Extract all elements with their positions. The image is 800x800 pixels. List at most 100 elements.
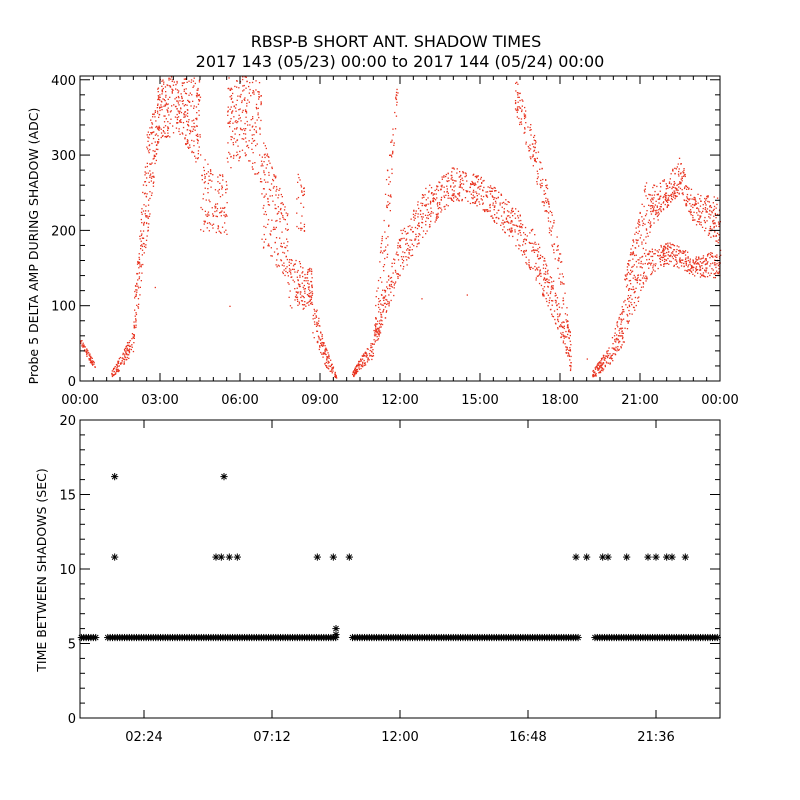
data-point xyxy=(715,217,717,219)
data-point xyxy=(650,205,653,207)
data-point xyxy=(124,355,126,357)
data-point xyxy=(648,204,650,206)
data-point xyxy=(441,176,443,178)
data-point xyxy=(227,110,229,112)
data-point xyxy=(630,248,632,250)
data-point xyxy=(165,96,167,98)
data-point xyxy=(207,211,210,213)
data-point xyxy=(535,161,537,163)
data-point xyxy=(547,281,549,284)
data-point xyxy=(712,256,714,258)
data-point xyxy=(563,325,565,327)
data-point xyxy=(193,151,195,154)
data-point xyxy=(668,263,670,265)
data-point xyxy=(308,304,310,306)
data-point xyxy=(193,145,195,147)
data-point xyxy=(313,337,315,339)
data-point xyxy=(304,290,306,292)
data-point xyxy=(111,370,113,372)
data-point xyxy=(254,162,256,164)
data-point xyxy=(664,194,666,196)
data-point xyxy=(267,223,269,225)
data-point xyxy=(544,210,546,212)
data-point xyxy=(646,197,649,200)
data-point xyxy=(661,259,664,261)
data-point xyxy=(685,185,688,188)
data-point xyxy=(443,206,445,208)
data-point xyxy=(664,203,666,206)
data-point xyxy=(252,92,254,94)
data-point xyxy=(144,192,146,194)
data-point xyxy=(407,256,409,258)
data-point xyxy=(268,188,271,190)
data-point xyxy=(609,353,611,355)
data-point xyxy=(701,267,704,269)
data-point xyxy=(336,377,338,379)
data-point xyxy=(632,288,634,291)
data-point xyxy=(268,160,270,162)
data-point xyxy=(324,345,326,347)
data-point xyxy=(253,134,255,136)
data-point xyxy=(179,133,181,135)
data-point xyxy=(185,143,187,145)
data-point xyxy=(157,95,159,97)
data-point xyxy=(716,232,719,234)
data-point xyxy=(548,202,550,204)
data-point xyxy=(639,257,641,259)
data-point xyxy=(410,218,412,220)
data-point xyxy=(532,155,534,157)
data-point xyxy=(149,127,151,129)
data-point xyxy=(424,214,427,216)
data-point xyxy=(276,188,278,190)
data-point xyxy=(500,224,502,226)
data-point xyxy=(371,350,373,352)
data-point xyxy=(643,272,645,275)
data-point xyxy=(270,234,272,236)
data-point xyxy=(201,174,203,177)
data-point xyxy=(354,372,356,375)
data-point xyxy=(659,257,661,260)
data-point xyxy=(387,194,390,197)
data-point xyxy=(288,283,290,285)
data-point xyxy=(160,100,163,102)
data-point xyxy=(153,113,155,116)
data-point xyxy=(375,323,377,325)
data-point xyxy=(692,267,694,269)
data-point xyxy=(599,365,601,368)
data-point xyxy=(387,303,389,305)
data-point xyxy=(257,107,259,109)
data-point xyxy=(421,226,423,229)
data-point xyxy=(365,356,368,358)
data-point xyxy=(184,137,186,139)
data-point xyxy=(286,229,288,231)
data-point xyxy=(689,198,691,200)
data-point xyxy=(459,176,461,178)
data-point xyxy=(233,116,235,118)
data-point xyxy=(618,349,620,351)
data-point xyxy=(718,268,720,270)
data-point xyxy=(230,118,232,120)
data-point xyxy=(393,294,395,297)
data-point xyxy=(225,192,227,194)
data-point xyxy=(634,309,636,311)
data-point xyxy=(331,363,333,365)
data-point xyxy=(316,324,319,326)
data-point xyxy=(673,186,675,188)
data-point xyxy=(141,222,143,224)
data-point xyxy=(678,267,680,269)
data-point xyxy=(626,269,629,271)
data-point xyxy=(330,364,332,367)
data-point xyxy=(294,271,296,273)
data-point xyxy=(548,279,550,281)
data-point xyxy=(452,194,455,197)
data-point xyxy=(486,194,488,197)
data-point xyxy=(710,206,713,209)
data-point xyxy=(83,346,85,348)
data-point xyxy=(377,303,380,306)
data-point xyxy=(124,356,126,358)
data-point xyxy=(136,304,138,306)
data-point xyxy=(568,355,571,357)
data-point xyxy=(709,257,711,259)
data-point xyxy=(419,210,422,212)
data-point xyxy=(158,141,160,143)
